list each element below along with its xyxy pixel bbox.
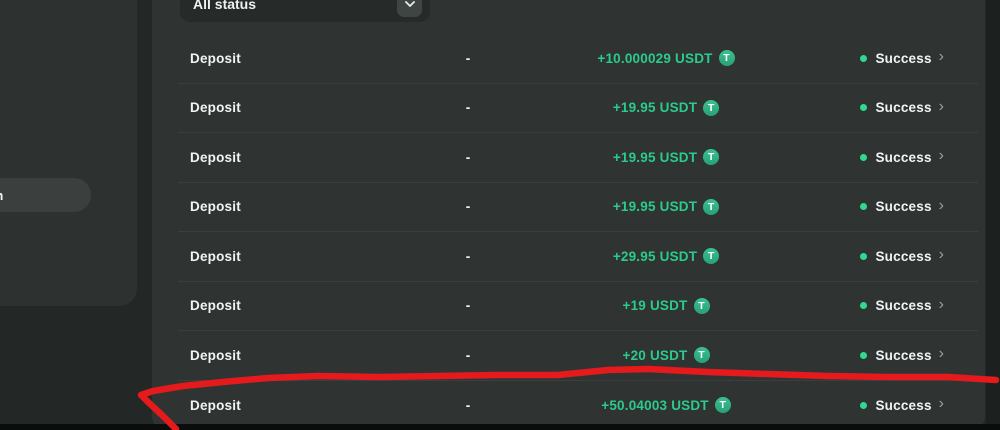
transaction-detail: - (465, 347, 471, 363)
sidebar-panel: ce sit draw Pro action ver story (0, 0, 137, 306)
transaction-detail: - (465, 100, 471, 116)
status-filter-dropdown[interactable]: All status (180, 0, 430, 22)
transaction-row[interactable]: Deposit - +19.95 USDT T Success › (178, 84, 978, 133)
transaction-detail: - (465, 298, 471, 314)
status-text: Success (875, 397, 932, 413)
status-text: Success (875, 199, 932, 215)
chevron-right-icon: › (938, 345, 944, 363)
transaction-row[interactable]: Deposit - +20 USDT T Success › (178, 331, 978, 381)
chevron-right-icon: › (938, 147, 944, 165)
transaction-row[interactable]: Deposit - +19.95 USDT T Success › (178, 133, 978, 183)
transaction-status: Success › (774, 196, 978, 215)
transaction-amount: +20 USDT T (558, 347, 774, 364)
transaction-detail: - (465, 248, 471, 264)
status-dot-icon (860, 54, 868, 62)
transaction-row[interactable]: Deposit - +50.04003 USDT T Success › (178, 381, 978, 430)
status-text: Success (875, 347, 932, 363)
transaction-amount: +29.95 USDT T (558, 248, 774, 265)
usdt-token-icon: T (703, 248, 720, 265)
transaction-type: Deposit (190, 149, 241, 165)
sidebar-item-transaction-label: action (0, 188, 3, 203)
transaction-amount: +19 USDT T (558, 297, 774, 314)
status-filter-value: All status (193, 0, 257, 12)
transaction-row[interactable]: Deposit - +19.95 USDT T Success › (178, 183, 978, 232)
transaction-status: Success › (774, 97, 978, 116)
transaction-amount: +10.000029 USDT T (558, 50, 774, 67)
usdt-token-icon: T (703, 149, 720, 166)
status-text: Success (875, 298, 932, 314)
transaction-detail: - (465, 199, 471, 215)
chevron-right-icon: › (938, 295, 944, 313)
transaction-detail: - (465, 397, 471, 413)
transaction-table: Deposit - +10.000029 USDT T Success › De… (178, 34, 978, 430)
transaction-amount: +50.04003 USDT T (558, 397, 774, 414)
amount-text: +10.000029 USDT (597, 50, 713, 66)
amount-text: +19.95 USDT (612, 149, 698, 165)
status-text: Success (875, 50, 932, 66)
amount-text: +19.95 USDT (612, 100, 698, 116)
transaction-status: Success › (774, 295, 978, 314)
usdt-token-icon: T (703, 198, 720, 215)
transaction-type: Deposit (190, 347, 241, 363)
status-text: Success (875, 248, 932, 264)
transaction-detail: - (465, 50, 471, 66)
amount-text: +19 USDT (622, 298, 688, 314)
status-text: Success (875, 100, 932, 116)
status-dot-icon (860, 252, 868, 260)
status-dot-icon (860, 401, 868, 409)
transaction-status: Success › (774, 345, 978, 363)
usdt-token-icon: T (703, 99, 720, 116)
transaction-status: Success › (774, 395, 978, 413)
chevron-right-icon: › (938, 97, 944, 115)
transaction-status: Success › (774, 147, 978, 165)
chevron-right-icon: › (938, 246, 944, 264)
usdt-token-icon: T (693, 347, 710, 364)
transaction-row[interactable]: Deposit - +10.000029 USDT T Success › (178, 34, 978, 84)
transaction-detail: - (465, 149, 471, 165)
transaction-row[interactable]: Deposit - +19 USDT T Success › (178, 282, 978, 331)
amount-text: +19.95 USDT (612, 199, 698, 215)
right-edge-strip (986, 0, 1000, 424)
amount-text: +29.95 USDT (612, 248, 698, 264)
sidebar-item-transaction-active[interactable]: action (0, 178, 91, 212)
transaction-type: Deposit (190, 298, 241, 314)
status-dot-icon (860, 302, 868, 310)
transaction-status: Success › (774, 246, 978, 264)
status-dot-icon (860, 351, 868, 359)
chevron-down-icon[interactable] (397, 0, 422, 17)
transaction-type: Deposit (190, 397, 241, 413)
usdt-token-icon: T (714, 397, 731, 414)
transaction-status: Success › (774, 48, 978, 66)
transaction-type: Deposit (190, 199, 241, 215)
transaction-type: Deposit (190, 248, 241, 264)
status-dot-icon (860, 203, 868, 211)
usdt-token-icon: T (693, 297, 710, 314)
amount-text: +20 USDT (622, 347, 688, 363)
chevron-right-icon: › (938, 196, 944, 214)
status-text: Success (875, 149, 932, 165)
transaction-amount: +19.95 USDT T (558, 149, 774, 166)
transaction-amount: +19.95 USDT T (558, 99, 774, 116)
transaction-amount: +19.95 USDT T (558, 198, 774, 215)
chevron-right-icon: › (938, 48, 944, 66)
chevron-right-icon: › (938, 395, 944, 413)
transaction-history-panel: All status Deposit - +10.000029 USDT T S… (152, 0, 985, 430)
amount-text: +50.04003 USDT (601, 397, 709, 413)
bottom-black-bar (0, 424, 1000, 430)
transaction-row[interactable]: Deposit - +29.95 USDT T Success › (178, 232, 978, 282)
usdt-token-icon: T (718, 50, 735, 67)
status-dot-icon (860, 153, 868, 161)
transaction-type: Deposit (190, 50, 241, 66)
transaction-type: Deposit (190, 100, 241, 116)
status-dot-icon (860, 104, 868, 112)
